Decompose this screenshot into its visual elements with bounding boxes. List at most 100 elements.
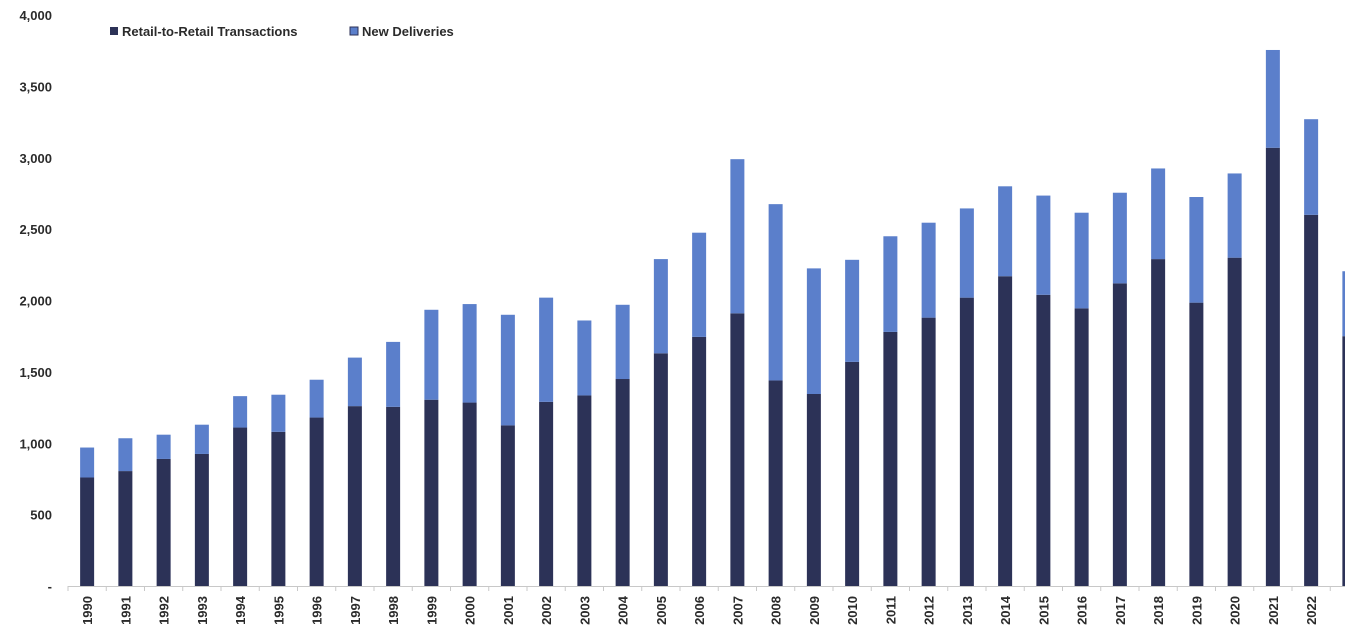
y-tick-label: 2,000 — [19, 294, 52, 309]
bar-retail-to-retail-1992 — [156, 458, 171, 586]
x-tick-label: 1995 — [271, 596, 286, 625]
bar-retail-to-retail-2010 — [845, 361, 860, 586]
y-tick-label: 1,000 — [19, 436, 52, 451]
x-tick-label: 2013 — [960, 596, 975, 625]
x-tick-label: 2011 — [883, 596, 898, 624]
bar-new-deliveries-2012 — [921, 222, 936, 318]
bar-retail-to-retail-1997 — [347, 406, 362, 586]
y-tick-label: 500 — [30, 508, 52, 523]
bar-retail-to-retail-1991 — [118, 471, 133, 586]
bar-retail-to-retail-2014 — [998, 276, 1013, 586]
bar-new-deliveries-2003 — [577, 320, 592, 396]
bar-new-deliveries-2021 — [1265, 49, 1280, 148]
x-tick-label: 2009 — [807, 596, 822, 625]
bar-new-deliveries-2002 — [539, 297, 554, 402]
bar-retail-to-retail-2017 — [1112, 283, 1127, 586]
bar-new-deliveries-2014 — [998, 186, 1013, 277]
bar-new-deliveries-2019 — [1189, 197, 1204, 303]
bar-retail-to-retail-2002 — [539, 401, 554, 586]
bar-new-deliveries-1997 — [347, 357, 362, 407]
legend-swatch-retail — [110, 27, 118, 35]
x-tick-label: 1990 — [80, 596, 95, 625]
bar-new-deliveries-1992 — [156, 434, 171, 459]
bar-retail-to-retail-2007 — [730, 313, 745, 586]
bar-new-deliveries-1994 — [233, 396, 248, 428]
bar-retail-to-retail-1993 — [194, 453, 209, 586]
bar-retail-to-retail-2022 — [1304, 214, 1319, 586]
x-tick-label: 2017 — [1113, 596, 1128, 625]
bar-new-deliveries-1995 — [271, 394, 286, 432]
bar-retail-to-retail-2009 — [806, 394, 821, 586]
bar-retail-to-retail-2004 — [615, 379, 630, 586]
bar-retail-to-retail-1996 — [309, 417, 324, 586]
bar-retail-to-retail-2023 — [1342, 336, 1345, 586]
bar-retail-to-retail-1990 — [80, 477, 95, 586]
x-tick-label: 1992 — [157, 596, 172, 625]
x-tick-label: 2023 — [1342, 596, 1345, 625]
bar-new-deliveries-2007 — [730, 159, 745, 314]
x-tick-label: 2014 — [998, 595, 1013, 625]
bar-new-deliveries-2006 — [692, 232, 707, 337]
bar-retail-to-retail-2006 — [692, 336, 707, 586]
x-tick-label: 2008 — [769, 596, 784, 625]
bar-new-deliveries-2011 — [883, 236, 898, 332]
bar-groups — [80, 49, 1345, 586]
bar-new-deliveries-2009 — [806, 268, 821, 395]
bar-new-deliveries-2015 — [1036, 195, 1051, 295]
y-tick-label: 3,000 — [19, 151, 52, 166]
legend-swatch-new-deliveries — [349, 26, 359, 36]
legend-label-retail: Retail-to-Retail Transactions — [122, 24, 298, 39]
bar-new-deliveries-2010 — [845, 259, 860, 362]
x-tick-label: 2002 — [539, 596, 554, 625]
x-tick-label: 1996 — [310, 596, 325, 625]
x-tick-label: 1993 — [195, 596, 210, 625]
x-axis: 1990 1991 1992 1993 1994 1995 1996 1997 1998 1999… — [67, 586, 1345, 625]
bar-retail-to-retail-2016 — [1074, 308, 1089, 586]
bar-new-deliveries-2023 — [1342, 271, 1345, 337]
x-tick-label: 2018 — [1151, 596, 1166, 625]
bar-new-deliveries-2000 — [462, 304, 477, 403]
bar-retail-to-retail-2019 — [1189, 302, 1204, 586]
bar-new-deliveries-1998 — [386, 341, 401, 407]
bar-retail-to-retail-1994 — [233, 427, 248, 586]
bar-retail-to-retail-2003 — [577, 395, 592, 586]
bar-retail-to-retail-2011 — [883, 331, 898, 586]
x-tick-label: 1991 — [118, 596, 133, 625]
x-tick-label: 2015 — [1036, 596, 1051, 625]
bar-new-deliveries-1990 — [80, 447, 95, 478]
x-tick-label: 2004 — [616, 595, 631, 625]
bar-new-deliveries-2016 — [1074, 212, 1089, 309]
x-tick-label: 2001 — [501, 596, 516, 625]
bar-retail-to-retail-1995 — [271, 431, 286, 586]
x-tick-label: 2000 — [463, 596, 478, 625]
bar-new-deliveries-1993 — [194, 424, 209, 454]
bar-retail-to-retail-2000 — [462, 402, 477, 586]
bar-retail-to-retail-1998 — [386, 406, 401, 586]
legend-label-new-deliveries: New Deliveries — [362, 24, 454, 39]
x-tick-label: 2007 — [730, 596, 745, 625]
x-tick-label: 2012 — [922, 596, 937, 625]
y-tick-label: 4,000 — [19, 8, 52, 23]
bar-retail-to-retail-2012 — [921, 317, 936, 586]
x-tick-label: 1997 — [348, 596, 363, 625]
bar-retail-to-retail-2018 — [1151, 259, 1166, 586]
bar-retail-to-retail-2008 — [768, 380, 783, 586]
x-tick-label: 2021 — [1266, 596, 1281, 625]
bar-retail-to-retail-2020 — [1227, 257, 1242, 586]
bar-new-deliveries-2013 — [959, 208, 974, 298]
x-tick-label: 2020 — [1228, 596, 1243, 625]
x-tick-label: 2016 — [1075, 596, 1090, 625]
x-tick-label: 2019 — [1189, 596, 1204, 625]
bar-retail-to-retail-2021 — [1265, 147, 1280, 586]
legend: Retail-to-Retail Transactions New Delive… — [110, 24, 454, 39]
bar-new-deliveries-2001 — [500, 314, 515, 426]
x-tick-label: 2003 — [577, 596, 592, 625]
y-tick-label: 3,500 — [19, 79, 52, 94]
x-tick-label: 2006 — [692, 596, 707, 625]
x-tick-label: 2022 — [1304, 596, 1319, 625]
x-tick-label: 1999 — [424, 596, 439, 625]
y-axis: - 500 1,000 1,500 2,000 2,500 3,000 3,500 4,000 — [19, 8, 52, 594]
bar-new-deliveries-2005 — [653, 259, 668, 354]
